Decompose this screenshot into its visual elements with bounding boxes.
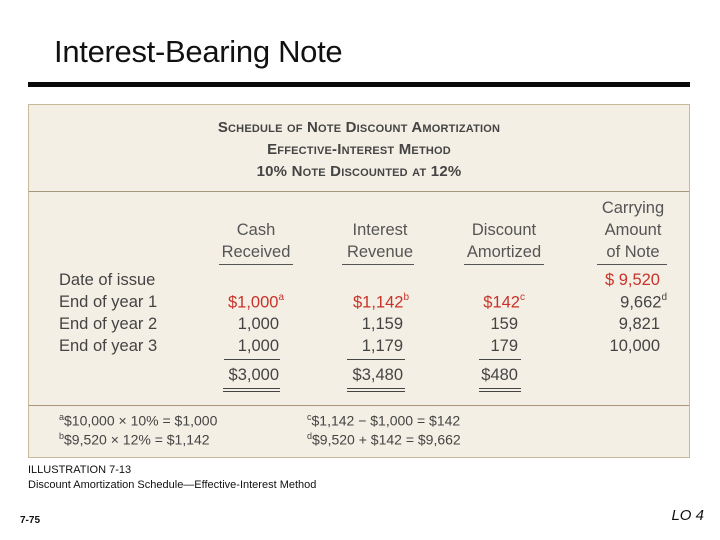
schedule-panel: Schedule of Note Discount Amortization E…	[28, 104, 690, 458]
column-header-discount-line-2: Amortized	[466, 243, 542, 261]
carrying-amount-issue: $ 9,520	[604, 271, 660, 289]
column-header-discount: Discount Amortized	[459, 219, 549, 263]
row-label-year-2: End of year 2	[59, 315, 158, 333]
total-rule-cash	[223, 388, 280, 392]
interest-revenue-year-3: 1,179	[361, 337, 403, 355]
column-header-cash-line-2: Received	[221, 243, 291, 261]
interest-year-1-value: $1,142	[352, 293, 404, 312]
footnote-mark-d: d	[661, 292, 667, 303]
footnote-a-mark: a	[59, 412, 65, 422]
column-header-carrying-line-3: of Note	[606, 243, 660, 261]
page-number: 7-75	[20, 515, 41, 526]
column-underline-discount	[464, 264, 544, 265]
carrying-year-1-value: 9,662	[620, 293, 662, 312]
column-underline-carrying	[597, 264, 667, 265]
footnote-mark-b: b	[403, 292, 409, 303]
carrying-amount-year-2: 9,821	[618, 315, 660, 333]
title-rule	[28, 82, 690, 87]
illustration-label: ILLUSTRATION 7-13	[28, 464, 132, 476]
footnote-d: d$9,520 + $142 = $9,662	[307, 431, 461, 448]
column-header-carrying: Carrying Amount of Note	[589, 197, 677, 263]
discount-amortized-year-1: $142c	[483, 292, 525, 313]
column-header-interest-line-2: Revenue	[346, 243, 414, 261]
learning-objective: LO 4	[671, 507, 704, 524]
column-underline-cash	[219, 264, 293, 265]
row-label-year-3: End of year 3	[59, 337, 158, 355]
subtotal-rule-cash	[224, 359, 280, 360]
column-header-interest-line-1: Interest	[352, 221, 408, 239]
carrying-amount-year-3: 10,000	[609, 337, 660, 355]
column-header-carrying-line-2: Amount	[604, 221, 662, 239]
footnote-d-text: $9,520 + $142 = $9,662	[312, 431, 461, 448]
cash-received-year-2: 1,000	[237, 315, 279, 333]
subtotal-rule-interest	[347, 359, 405, 360]
column-underline-interest	[342, 264, 414, 265]
schedule-title-line-3: 10% Note Discounted at 12%	[256, 163, 462, 180]
total-interest-revenue: $3,480	[352, 366, 403, 384]
footnote-c: c$1,142 − $1,000 = $142	[307, 412, 460, 429]
column-header-discount-line-1: Discount	[471, 221, 537, 239]
slide-title: Interest-Bearing Note	[54, 34, 343, 69]
total-discount-amortized: $480	[481, 366, 518, 384]
column-header-carrying-line-1: Carrying	[601, 199, 665, 217]
cash-received-year-3: 1,000	[237, 337, 279, 355]
discount-year-1-value: $142	[483, 293, 520, 312]
cash-year-1-value: $1,000	[227, 293, 279, 312]
footnote-b: b$9,520 × 12% = $1,142	[59, 431, 210, 448]
footnote-mark-c: c	[520, 292, 525, 303]
footnote-mark-a: a	[278, 292, 284, 303]
header-divider	[29, 191, 689, 192]
cash-received-year-1: $1,000a	[227, 292, 284, 313]
total-cash-received: $3,000	[228, 366, 279, 384]
footnote-d-mark: d	[307, 431, 313, 441]
footnote-c-text: $1,142 − $1,000 = $142	[311, 412, 461, 429]
subtotal-rule-discount	[479, 359, 521, 360]
discount-amortized-year-3: 179	[490, 337, 518, 355]
footnote-c-mark: c	[307, 412, 312, 422]
discount-amortized-year-2: 159	[490, 315, 518, 333]
row-label-date-of-issue: Date of issue	[59, 271, 156, 289]
row-label-year-1: End of year 1	[59, 293, 158, 311]
footnote-divider	[29, 405, 689, 406]
footnote-b-text: $9,520 × 12% = $1,142	[64, 431, 210, 448]
column-header-cash: Cash Received	[215, 219, 297, 263]
schedule-title-line-2: Effective-Interest Method	[267, 141, 451, 158]
footnote-a-text: $10,000 × 10% = $1,000	[64, 412, 218, 429]
footnote-a: a$10,000 × 10% = $1,000	[59, 412, 217, 429]
illustration-caption: Discount Amortization Schedule—Effective…	[28, 479, 317, 491]
schedule-title-line-1: Schedule of Note Discount Amortization	[217, 119, 501, 136]
carrying-amount-year-1: 9,662d	[620, 292, 667, 313]
interest-revenue-year-1: $1,142b	[352, 292, 409, 313]
footnote-b-mark: b	[59, 431, 65, 441]
column-header-interest: Interest Revenue	[339, 219, 421, 263]
total-rule-interest	[347, 388, 405, 392]
total-rule-discount	[479, 388, 521, 392]
column-header-cash-line-1: Cash	[236, 221, 276, 239]
interest-revenue-year-2: 1,159	[361, 315, 403, 333]
